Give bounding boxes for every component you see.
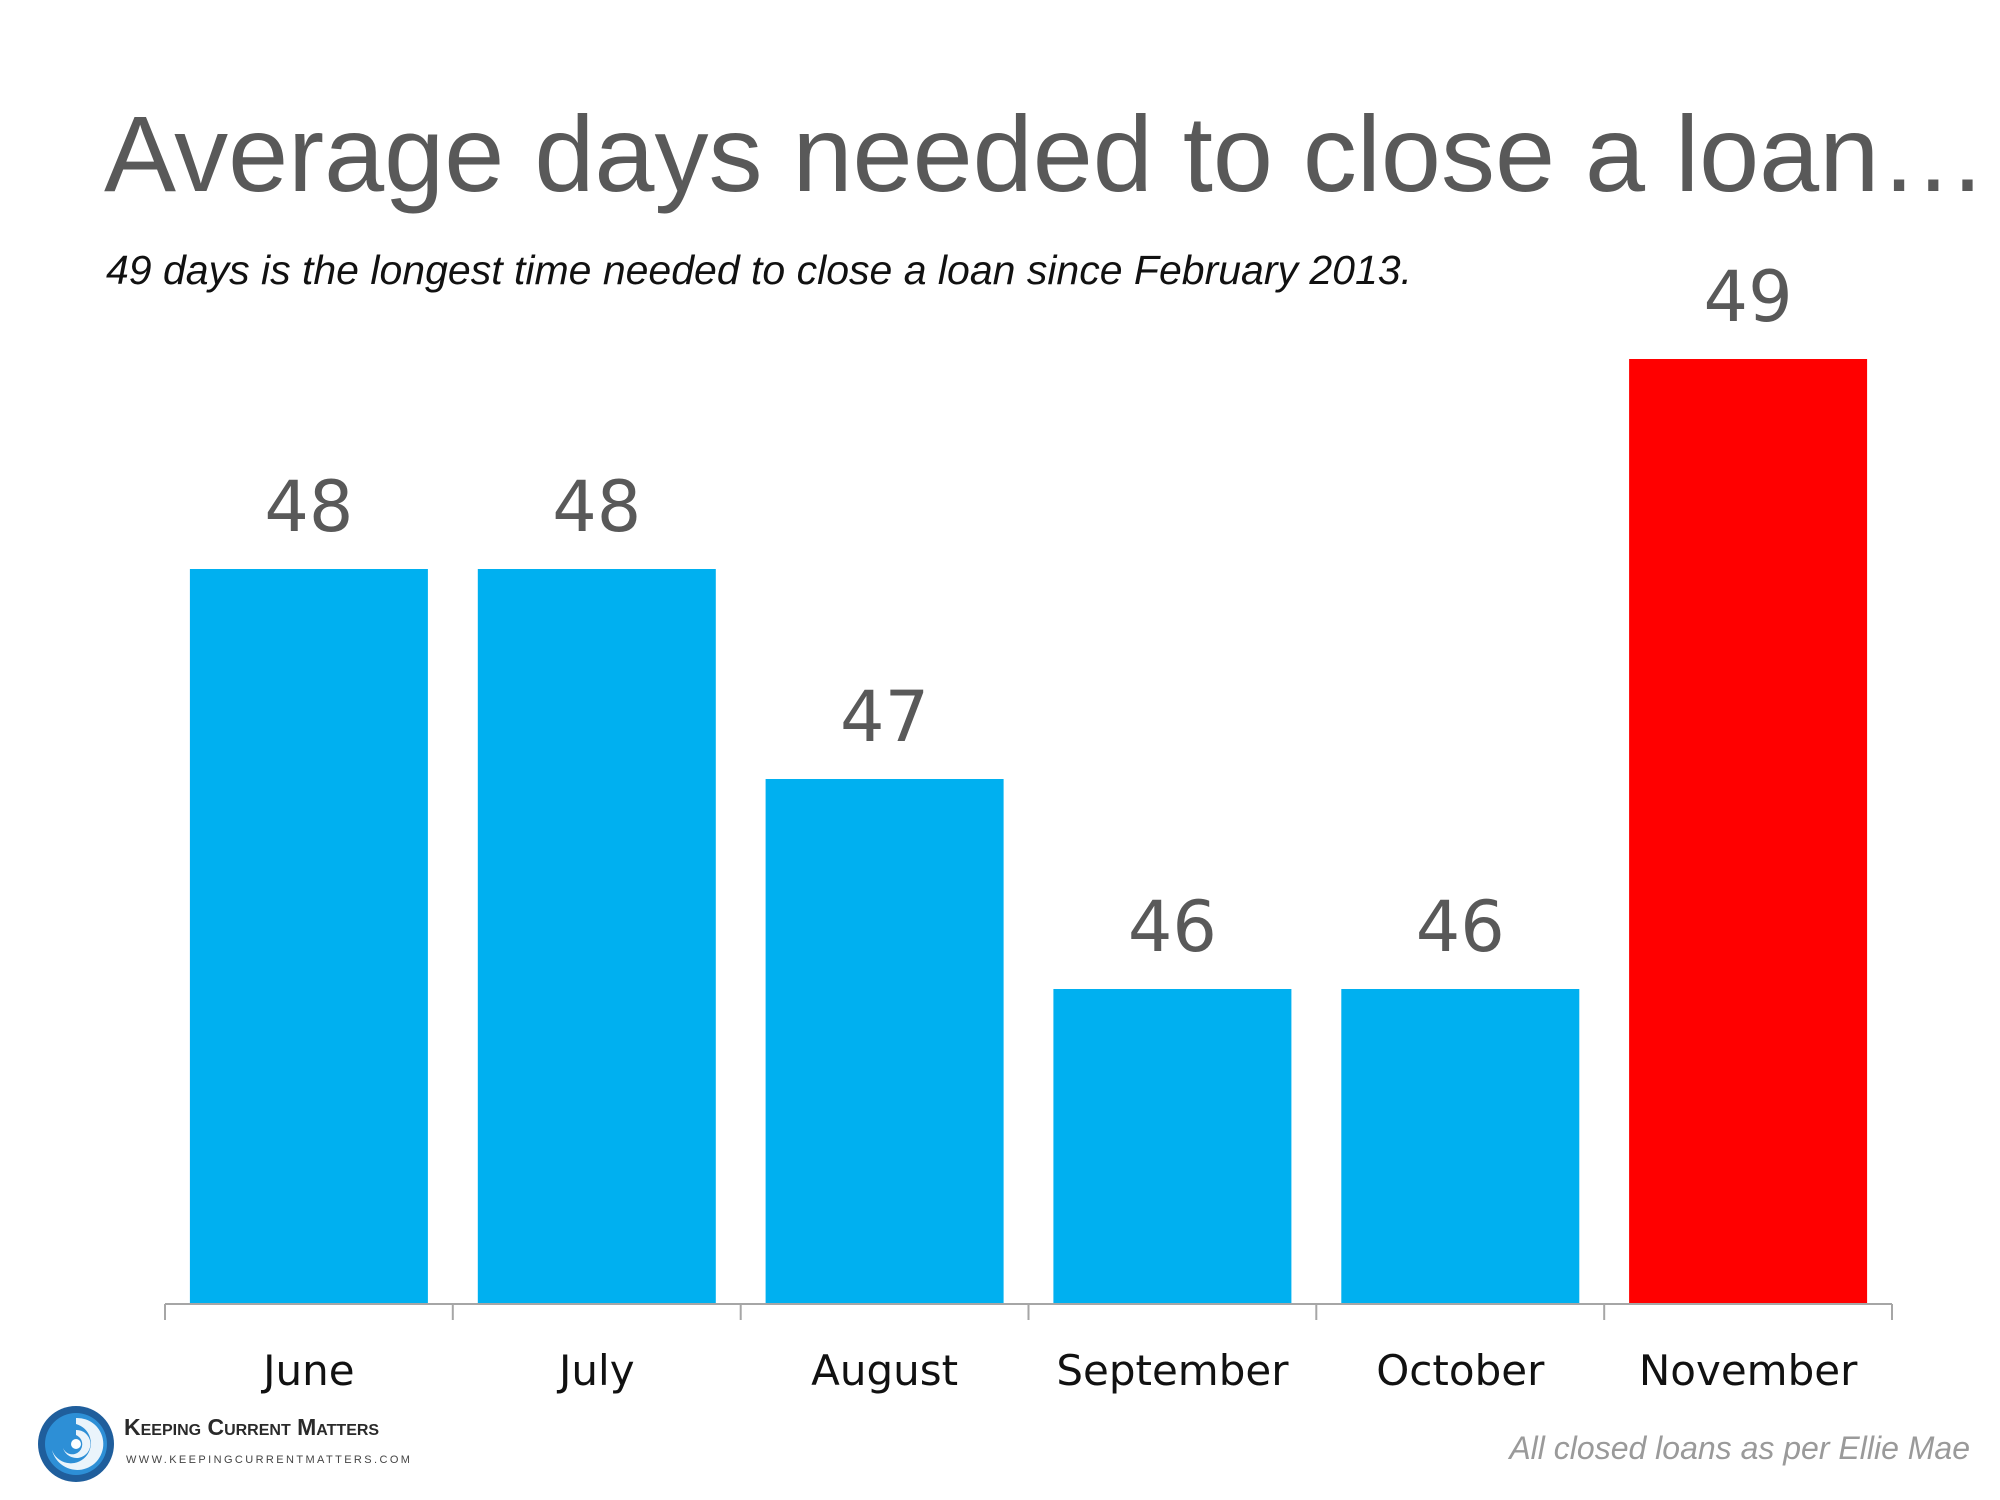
data-label-november: 49 bbox=[1704, 256, 1793, 338]
logo-name: Keeping Current Matters bbox=[124, 1414, 380, 1440]
data-label-august: 47 bbox=[840, 676, 929, 758]
logo-url: WWW.KEEPINGCURRENTMATTERS.COM bbox=[126, 1454, 413, 1466]
bar-november bbox=[1629, 359, 1868, 1304]
bar-july bbox=[477, 569, 716, 1304]
bar-september bbox=[1053, 989, 1292, 1304]
x-tick-label-september: September bbox=[1056, 1346, 1289, 1395]
bar-october bbox=[1341, 989, 1580, 1304]
bar-june bbox=[189, 569, 428, 1304]
x-tick-label-july: July bbox=[556, 1346, 635, 1395]
company-logo: Keeping Current Matters WWW.KEEPINGCURRE… bbox=[36, 1404, 426, 1484]
data-label-july: 48 bbox=[552, 466, 641, 548]
source-footnote: All closed loans as per Ellie Mae bbox=[1509, 1430, 1970, 1466]
x-tick-label-august: August bbox=[811, 1346, 958, 1395]
x-tick-label-november: November bbox=[1639, 1346, 1858, 1395]
swirl-logo-icon bbox=[38, 1406, 114, 1482]
x-tick-label-june: June bbox=[260, 1346, 354, 1395]
chart-title: Average days needed to close a loan… bbox=[104, 93, 1988, 214]
chart-subtitle: 49 days is the longest time needed to cl… bbox=[106, 247, 1412, 293]
data-label-october: 46 bbox=[1416, 886, 1505, 968]
x-tick-label-october: October bbox=[1376, 1346, 1545, 1395]
data-label-june: 48 bbox=[264, 466, 353, 548]
data-label-september: 46 bbox=[1128, 886, 1217, 968]
bar-august bbox=[765, 779, 1004, 1304]
